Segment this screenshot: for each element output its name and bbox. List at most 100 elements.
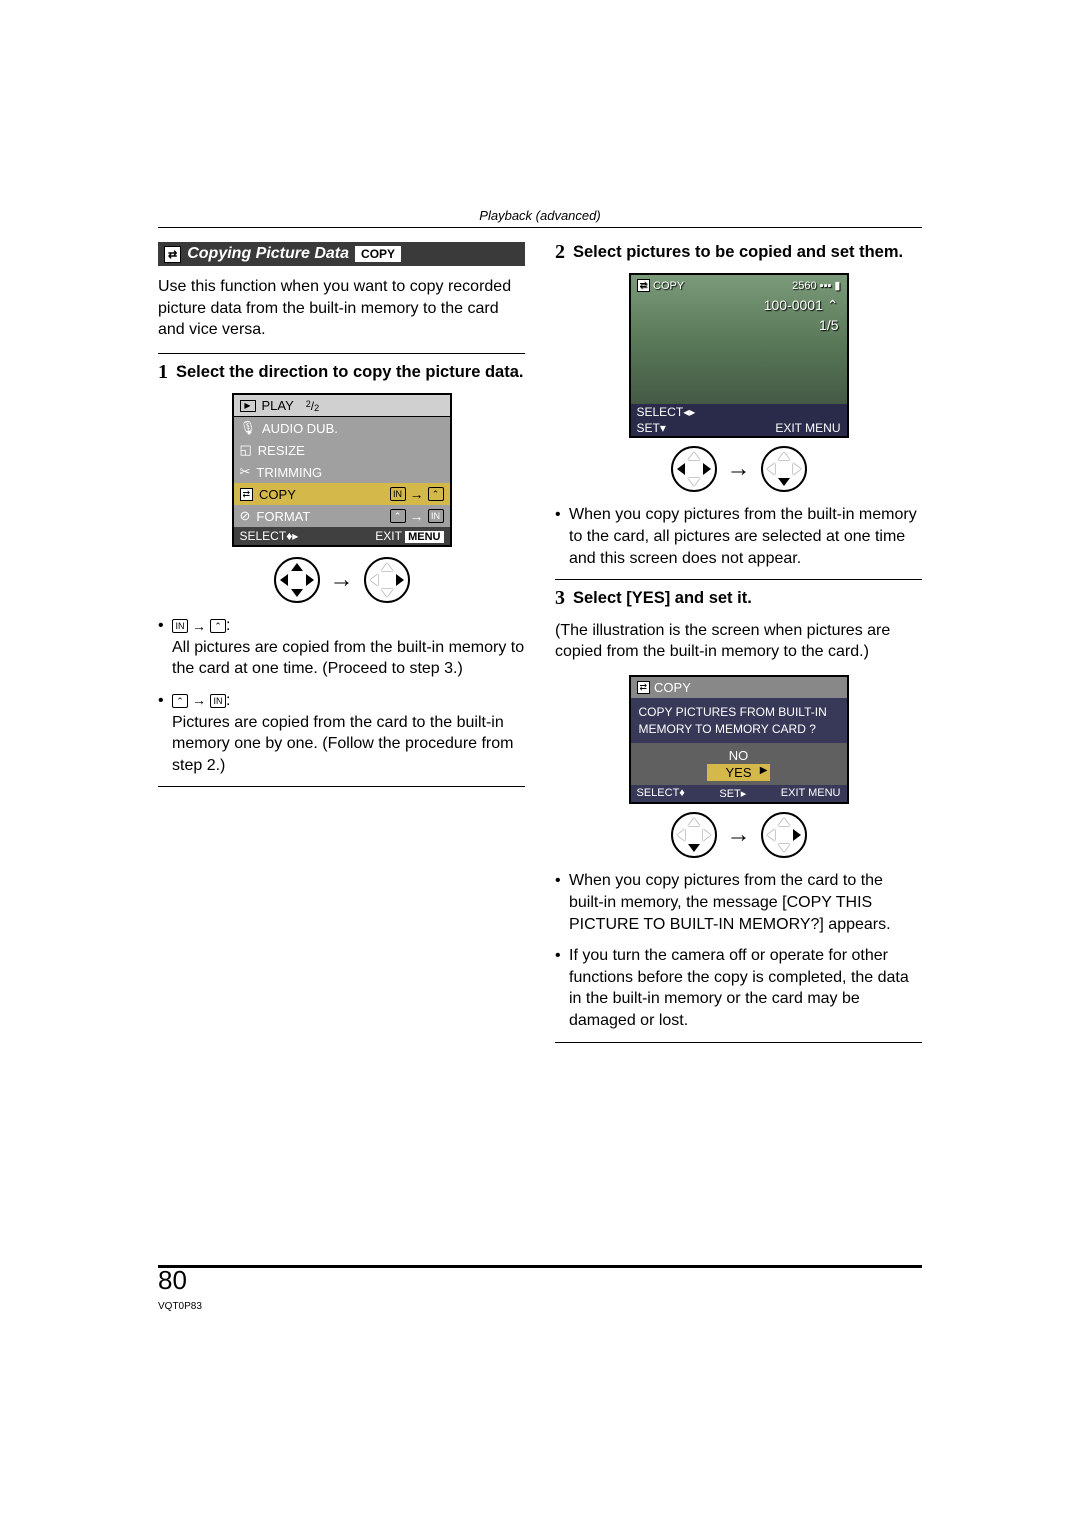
manual-page: Playback (advanced) ⇄ Copying Picture Da… xyxy=(158,208,922,1318)
breadcrumb: Playback (advanced) xyxy=(158,208,922,223)
dpad-right xyxy=(761,812,807,858)
footer-exit: EXIT MENU xyxy=(375,529,443,543)
menu-title: PLAY xyxy=(262,398,294,413)
section-title-label: Copying Picture Data xyxy=(187,245,349,263)
dpad-right xyxy=(364,557,410,603)
dir2-text: Pictures are copied from the card to the… xyxy=(172,714,513,774)
dpad-left xyxy=(671,446,717,492)
in-icon: IN xyxy=(172,619,188,633)
step2-heading: 2 Select pictures to be copied and set t… xyxy=(555,242,922,263)
confirm-message: COPY PICTURES FROM BUILT-IN MEMORY TO ME… xyxy=(631,698,847,744)
photo-size: 2560 ▪▪▪ ▮ xyxy=(792,279,840,292)
copy-small-icon: ⇄ xyxy=(240,488,254,501)
divider xyxy=(555,579,922,580)
confirm-yes: YES xyxy=(707,764,769,781)
left-column: ⇄ Copying Picture Data COPY Use this fun… xyxy=(158,242,525,1051)
step-number: 1 xyxy=(158,362,168,383)
section-title: ⇄ Copying Picture Data COPY xyxy=(158,242,525,266)
right-column: 2 Select pictures to be copied and set t… xyxy=(555,242,922,1051)
step3-heading: 3 Select [YES] and set it. xyxy=(555,588,922,609)
two-column-layout: ⇄ Copying Picture Data COPY Use this fun… xyxy=(158,242,922,1051)
dpad-illustration-2: → xyxy=(555,446,922,492)
step-number: 3 xyxy=(555,588,565,609)
arrow-icon: → xyxy=(192,691,206,710)
trimming-label: TRIMMING xyxy=(256,465,322,480)
page-number: 80 xyxy=(158,1265,187,1296)
confirm-title: COPY xyxy=(654,680,691,695)
menu-items: 🎙 AUDIO DUB. ◱ RESIZE ✂ TRIMMING ⇄ COPY xyxy=(234,417,450,527)
copy-label: COPY xyxy=(259,487,296,502)
intro-text: Use this function when you want to copy … xyxy=(158,276,525,341)
divider xyxy=(158,786,525,787)
step3-text: Select [YES] and set it. xyxy=(573,588,752,609)
play-menu-screen: ▶ PLAY 2/2 🎙 AUDIO DUB. ◱ RESIZE ✂ xyxy=(232,393,452,547)
card-icon: ⌃ xyxy=(210,619,226,633)
arrow-big-icon: → xyxy=(727,821,751,849)
in-icon: IN xyxy=(428,509,444,523)
menu-title-bar: ▶ PLAY 2/2 xyxy=(234,395,450,417)
copy-badge: COPY xyxy=(355,246,401,262)
photo-exit: EXIT MENU xyxy=(775,421,840,435)
arrow-icon: → xyxy=(410,508,424,524)
step1-heading: 1 Select the direction to copy the pictu… xyxy=(158,362,525,383)
arrow-big-icon: → xyxy=(727,455,751,483)
photo-footer: SELECT◂▸ SET▾ EXIT MENU xyxy=(631,404,847,436)
header-rule xyxy=(158,227,922,228)
step3-note2: If you turn the camera off or operate fo… xyxy=(555,945,922,1031)
photo-file-number: 100-0001 ⌃ xyxy=(764,297,839,314)
dir1-icons: IN → ⌃ xyxy=(172,617,226,636)
step1-text: Select the direction to copy the picture… xyxy=(176,362,523,383)
dir2-icons: ⌃ → IN xyxy=(172,691,226,710)
footer-select: SELECT♦▸ xyxy=(240,529,299,543)
confirm-select: SELECT♦ xyxy=(637,787,685,800)
confirm-set: SET▸ xyxy=(719,787,746,800)
confirm-exit: EXIT MENU xyxy=(781,787,841,800)
resize-label: RESIZE xyxy=(258,443,305,458)
menu-item-audio: 🎙 AUDIO DUB. xyxy=(234,417,450,439)
copy-icon: ⇄ xyxy=(164,246,181,263)
dir1-text: All pictures are copied from the built-i… xyxy=(172,639,524,678)
mic-icon: 🎙 xyxy=(240,420,257,436)
dpad-illustration-3: → xyxy=(555,812,922,858)
confirm-options: NO YES xyxy=(631,743,847,785)
confirm-no: NO xyxy=(631,747,847,764)
photo-copy-label: ⇄ COPY xyxy=(637,279,685,292)
scissors-icon: ✂ xyxy=(240,464,251,480)
photo-select: SELECT◂▸ xyxy=(637,405,696,419)
format-label: FORMAT xyxy=(256,509,310,524)
document-id: VQT0P83 xyxy=(158,1301,202,1312)
footer-rule xyxy=(158,1265,922,1268)
menu-item-trimming: ✂ TRIMMING xyxy=(234,461,450,483)
format-icon: ⊘ xyxy=(240,508,251,524)
direction1-block: IN → ⌃ : All pictures are copied from th… xyxy=(158,615,525,680)
divider xyxy=(158,353,525,354)
audio-label: AUDIO DUB. xyxy=(262,421,338,436)
resize-icon: ◱ xyxy=(240,442,252,458)
dpad-left xyxy=(274,557,320,603)
step2-text: Select pictures to be copied and set the… xyxy=(573,242,903,263)
menu-footer: SELECT♦▸ EXIT MENU xyxy=(234,527,450,545)
confirm-screen: ⇄ COPY COPY PICTURES FROM BUILT-IN MEMOR… xyxy=(629,675,849,805)
menu-item-resize: ◱ RESIZE xyxy=(234,439,450,461)
direction2-block: ⌃ → IN : Pictures are copied from the ca… xyxy=(158,690,525,776)
confirm-footer: SELECT♦ SET▸ EXIT MENU xyxy=(631,785,847,802)
play-icon: ▶ xyxy=(240,400,256,412)
in-icon: IN xyxy=(390,487,406,501)
step3-note1: When you copy pictures from the card to … xyxy=(555,870,922,935)
dpad-left xyxy=(671,812,717,858)
photo-count: 1/5 xyxy=(819,317,838,333)
dpad-right xyxy=(761,446,807,492)
copy-icon: ⇄ xyxy=(637,279,651,292)
confirm-title-bar: ⇄ COPY xyxy=(631,677,847,698)
arrow-icon: → xyxy=(192,617,206,636)
step-number: 2 xyxy=(555,242,565,263)
menu-page: 2/2 xyxy=(306,399,319,413)
format-direction: ⌃ → IN xyxy=(390,508,444,524)
copy-direction: IN → ⌃ xyxy=(390,486,444,502)
step3-intro: (The illustration is the screen when pic… xyxy=(555,620,922,663)
card-icon: ⌃ xyxy=(428,487,444,501)
photo-preview-screen: ⇄ COPY 2560 ▪▪▪ ▮ 100-0001 ⌃ 1/5 SELECT◂… xyxy=(629,273,849,438)
photo-set: SET▾ xyxy=(637,421,666,435)
in-icon: IN xyxy=(210,694,226,708)
step2-note: When you copy pictures from the built-in… xyxy=(555,504,922,569)
